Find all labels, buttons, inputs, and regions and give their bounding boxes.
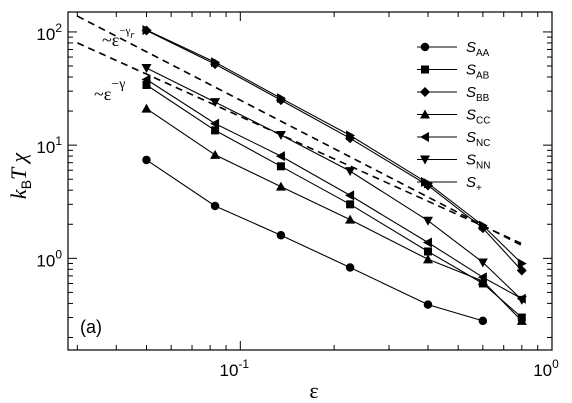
data-point-s-nc <box>210 118 220 129</box>
y-tick-label: 101 <box>36 134 62 157</box>
legend-entry-s-plus: S+ <box>417 174 482 194</box>
annotation-gamma-r-exp: −γ <box>119 25 130 37</box>
data-point-s-plus <box>276 93 286 104</box>
legend-marker-s-plus <box>421 177 430 187</box>
x-axis-label: ε <box>309 378 318 403</box>
annotation-gamma: ~ε−γ <box>94 77 125 104</box>
data-point-s-nn <box>210 98 221 108</box>
legend-entry-s-nn: SNN <box>417 152 490 172</box>
data-point-s-ab <box>211 126 220 135</box>
legend-marker-s-nc <box>420 132 429 142</box>
legend-label-s-nc: SNC <box>466 129 490 149</box>
legend-label-s-aa: SAA <box>466 39 490 59</box>
legend-label-s-ab: SAB <box>466 62 490 82</box>
data-point-s-nc <box>477 272 487 283</box>
plot-frame <box>67 11 553 351</box>
x-tick-label: 10-1 <box>220 357 250 380</box>
legend-label-s-nn: SNN <box>466 152 490 172</box>
legend-marker-s-ab <box>421 65 429 74</box>
legend-marker-s-aa <box>420 42 430 52</box>
data-point-s-plus <box>142 25 152 36</box>
data-point-s-cc <box>477 276 488 286</box>
data-point-s-aa <box>423 300 433 309</box>
data-point-s-nn <box>141 64 152 74</box>
data-point-s-cc <box>422 254 433 264</box>
data-point-s-bb <box>516 265 527 276</box>
data-point-s-aa <box>210 201 220 211</box>
y-axis-label-k: k <box>6 188 31 199</box>
series-lines <box>141 25 527 326</box>
annotation-gamma-exp: −γ <box>111 77 125 92</box>
data-point-s-cc <box>210 149 221 159</box>
plot-border <box>67 11 553 351</box>
reference-line-gamma-r <box>76 15 523 247</box>
data-point-s-nn <box>345 167 356 177</box>
annotation-gamma-r-sub: r <box>130 30 134 41</box>
legend-entry-s-cc: SCC <box>417 107 490 127</box>
x-tick-label: 100 <box>533 357 559 380</box>
data-point-s-plus <box>211 57 221 68</box>
data-point-s-cc <box>275 181 286 191</box>
data-point-s-nn <box>516 295 527 305</box>
data-point-s-aa <box>276 230 286 240</box>
data-point-s-cc <box>516 315 527 325</box>
legend-entry-s-nc: SNC <box>417 129 490 149</box>
data-point-s-nn <box>275 130 286 140</box>
annotation-gamma-r-base: ~ε <box>102 30 120 50</box>
legend-entry-s-aa: SAA <box>417 39 490 59</box>
data-point-s-plus <box>517 258 527 269</box>
data-point-s-nc <box>141 74 151 85</box>
annotation-gamma-base: ~ε <box>94 84 112 104</box>
legend-label-s-cc: SCC <box>466 107 490 127</box>
tick-labels: 10-1 100 100 101 102 <box>36 21 559 380</box>
series-s-cc <box>141 103 527 325</box>
y-tick-label: 102 <box>36 21 62 44</box>
reference-lines <box>76 15 523 247</box>
data-point-s-plus <box>478 220 488 231</box>
data-point-s-nn <box>477 258 488 268</box>
y-axis-label-rest: T χ <box>6 152 31 180</box>
panel-label: (a) <box>80 317 102 337</box>
y-axis-label-sub: B <box>18 180 34 189</box>
data-point-s-aa <box>478 316 488 326</box>
data-point-s-nc <box>422 237 432 248</box>
legend-label-s-plus: S+ <box>466 174 482 194</box>
legend-marker-s-nn <box>420 155 430 165</box>
reference-line-gamma <box>77 42 523 245</box>
data-point-s-ab <box>346 200 355 209</box>
data-point-s-ab <box>142 80 151 89</box>
data-point-s-nc <box>345 190 355 201</box>
data-point-s-ab <box>423 247 432 256</box>
legend-marker-s-cc <box>420 109 430 119</box>
legend-entry-s-ab: SAB <box>417 62 490 82</box>
legend-entry-s-bb: SBB <box>417 84 490 104</box>
data-point-s-aa <box>142 155 151 165</box>
annotation-gamma-r: ~ε−γr <box>102 25 134 50</box>
series-s-nn <box>141 64 527 305</box>
data-point-s-aa <box>345 263 355 272</box>
data-point-s-ab <box>276 162 285 171</box>
series-line-s-aa <box>146 159 484 322</box>
data-point-s-plus <box>346 130 356 141</box>
data-point-s-nc <box>275 151 285 162</box>
data-point-s-nn <box>422 216 433 226</box>
y-tick-label: 100 <box>36 247 62 270</box>
axis-ticks <box>68 12 553 350</box>
legend-label-s-bb: SBB <box>466 84 490 104</box>
data-point-s-cc <box>345 214 356 224</box>
y-axis-label: kBT χ <box>6 152 34 199</box>
series-s-aa <box>142 155 488 326</box>
legend-marker-s-bb <box>420 87 430 97</box>
data-point-s-cc <box>141 103 152 113</box>
